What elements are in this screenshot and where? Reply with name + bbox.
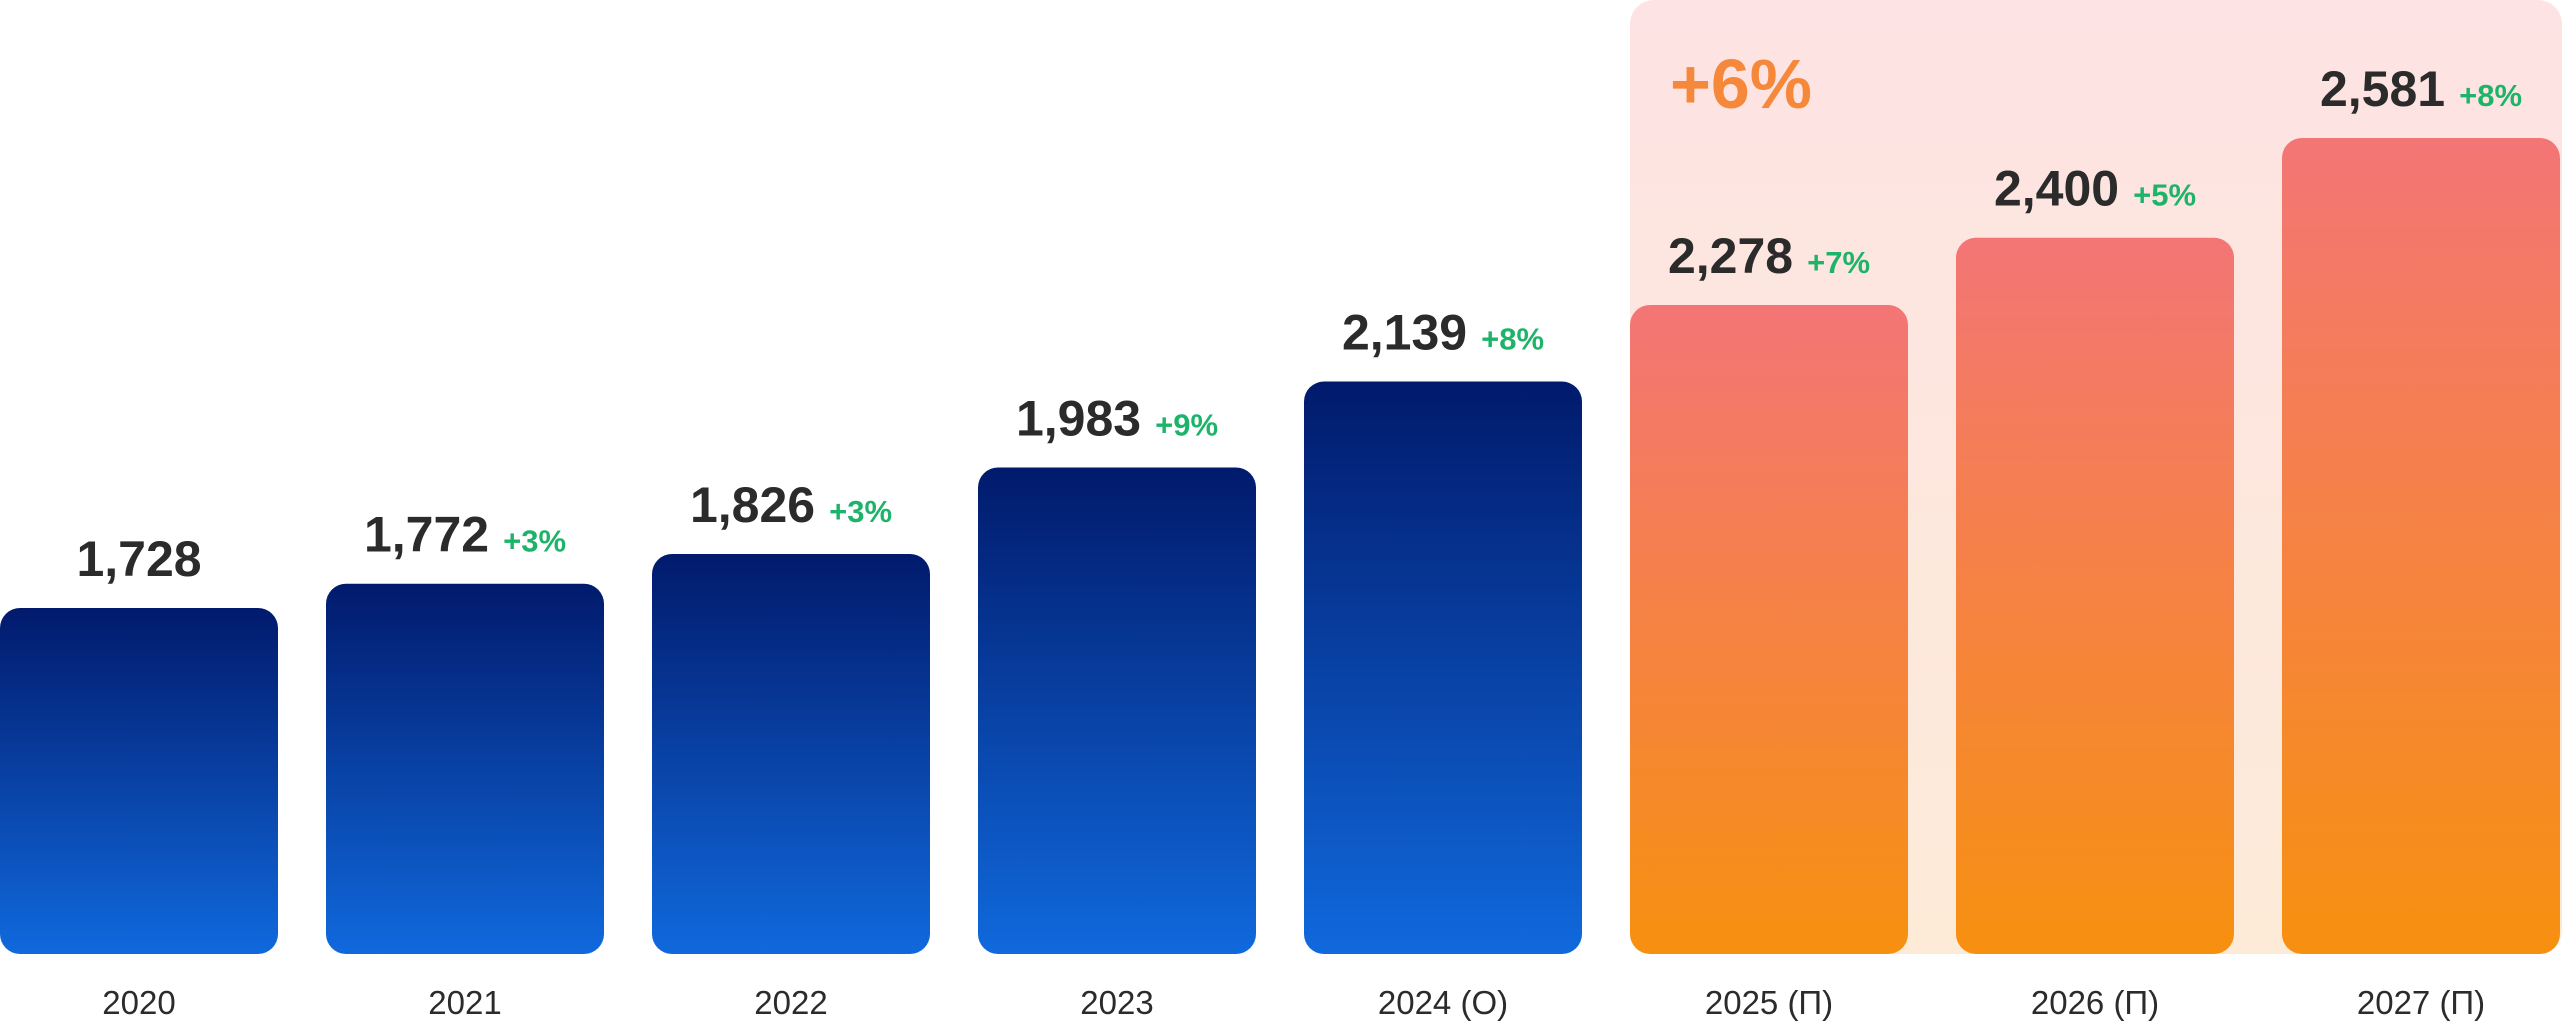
category-label-5: 2025 (П)	[1705, 984, 1833, 1021]
bar-2	[652, 553, 930, 954]
bar-value-label-5: 2,278 +7%	[1668, 228, 1870, 284]
value-text: 2,139	[1342, 305, 1467, 361]
change-text: +8%	[2459, 78, 2522, 113]
bar-value-label-6: 2,400 +5%	[1994, 161, 2196, 217]
value-text: 1,983	[1016, 390, 1141, 446]
bar-value-label-0: 1,728	[76, 531, 201, 587]
category-label-6: 2026 (П)	[2031, 984, 2159, 1021]
bar-1	[326, 583, 604, 954]
category-label-1: 2021	[428, 984, 501, 1021]
bar-value-label-2: 1,826 +3%	[690, 477, 892, 533]
category-label-7: 2027 (П)	[2357, 984, 2485, 1021]
bar-value-label-7: 2,581 +8%	[2320, 61, 2522, 117]
change-text: +3%	[829, 494, 892, 529]
category-label-3: 2023	[1080, 984, 1153, 1021]
category-label-2: 2022	[754, 984, 827, 1021]
category-label-4: 2024 (O)	[1378, 984, 1508, 1021]
value-text: 2,581	[2320, 61, 2445, 117]
change-text: +8%	[1481, 322, 1544, 357]
bar-6	[1956, 237, 2234, 954]
value-text: 2,278	[1668, 228, 1793, 284]
bar-7	[2282, 138, 2560, 954]
bar-5	[1630, 304, 1908, 955]
value-text: 1,728	[76, 531, 201, 587]
bar-value-label-4: 2,139 +8%	[1342, 305, 1544, 361]
value-text: 2,400	[1994, 161, 2119, 217]
bar-0	[0, 607, 278, 954]
change-text: +7%	[1807, 245, 1870, 280]
change-text: +3%	[503, 524, 566, 559]
bar-3	[978, 467, 1256, 954]
bar-4	[1304, 381, 1582, 954]
category-label-0: 2020	[102, 984, 175, 1021]
forecast-growth-badge: +6%	[1670, 45, 1812, 123]
value-text: 1,826	[690, 477, 815, 533]
change-text: +5%	[2133, 178, 2196, 213]
change-text: +9%	[1155, 407, 1218, 442]
bar-value-label-1: 1,772 +3%	[364, 507, 566, 563]
bar-value-label-3: 1,983 +9%	[1016, 390, 1218, 446]
value-text: 1,772	[364, 507, 489, 563]
